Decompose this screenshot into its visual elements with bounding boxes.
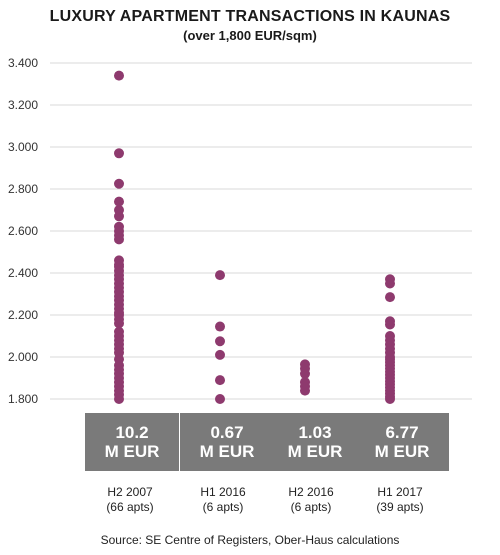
y-tick-label: 3.200 [8, 98, 38, 112]
total-box-h2-2007: 10.2 M EUR [85, 413, 179, 471]
category-label-h2-2007: H2 2007 (66 apts) [75, 485, 185, 515]
category-period: H1 2016 [200, 485, 246, 499]
total-value: 6.77 [385, 423, 419, 442]
y-tick-label: 2.000 [8, 350, 38, 364]
data-point [385, 319, 395, 330]
chart-title: LUXURY APARTMENT TRANSACTIONS IN KAUNAS [49, 8, 451, 25]
data-point [215, 321, 225, 332]
total-box-h1-2016: 0.67 M EUR [180, 413, 274, 471]
data-point [215, 375, 225, 386]
total-value: 10.2 [115, 423, 149, 442]
scatter-plot: 1.800 2.000 2.200 2.400 2.600 2.800 3.000 3.200… [8, 56, 472, 406]
category-label-h1-2016: H1 2016 (6 apts) [168, 485, 278, 515]
y-tick-label: 2.400 [8, 266, 38, 280]
category-count: (39 apts) [376, 500, 424, 514]
y-tick-label: 3.400 [8, 56, 38, 70]
data-point [385, 292, 395, 303]
chart-subtitle: (over 1,800 EUR/sqm) [183, 28, 317, 43]
data-point [114, 234, 124, 245]
source-note: Source: SE Centre of Registers, Ober-Hau… [100, 533, 400, 547]
data-point [114, 178, 124, 189]
total-value: 0.67 [210, 423, 244, 442]
total-unit: M EUR [287, 442, 343, 461]
total-unit: M EUR [199, 442, 255, 461]
category-label-h2-2016: H2 2016 (6 apts) [256, 485, 366, 515]
y-tick-label: 1.800 [8, 392, 38, 406]
data-point [385, 278, 395, 289]
data-point [114, 394, 124, 404]
y-tick-label: 2.200 [8, 308, 38, 322]
data-point [215, 349, 225, 360]
category-period: H1 2017 [377, 485, 423, 499]
data-point [114, 211, 124, 222]
category-count: (6 apts) [202, 500, 244, 514]
data-point [114, 148, 124, 159]
category-period: H2 2016 [288, 485, 334, 499]
total-value: 1.03 [298, 423, 332, 442]
data-point [114, 70, 124, 81]
category-count: (66 apts) [106, 500, 154, 514]
data-point [114, 196, 124, 207]
total-box-h1-2017: 6.77 M EUR [355, 413, 449, 471]
category-period: H2 2007 [107, 485, 153, 499]
data-point [300, 368, 310, 379]
y-tick-label: 2.800 [8, 182, 38, 196]
data-point [300, 385, 310, 396]
data-point [114, 318, 124, 329]
category-count: (6 apts) [290, 500, 332, 514]
category-label-h1-2017: H1 2017 (39 apts) [345, 485, 455, 515]
y-tick-label: 2.600 [8, 224, 38, 238]
data-point [215, 394, 225, 404]
total-unit: M EUR [374, 442, 430, 461]
data-point [215, 270, 225, 281]
total-unit: M EUR [104, 442, 160, 461]
y-tick-label: 3.000 [8, 140, 38, 154]
total-box-h2-2016: 1.03 M EUR [268, 413, 362, 471]
data-point [215, 336, 225, 347]
data-point [385, 394, 395, 404]
